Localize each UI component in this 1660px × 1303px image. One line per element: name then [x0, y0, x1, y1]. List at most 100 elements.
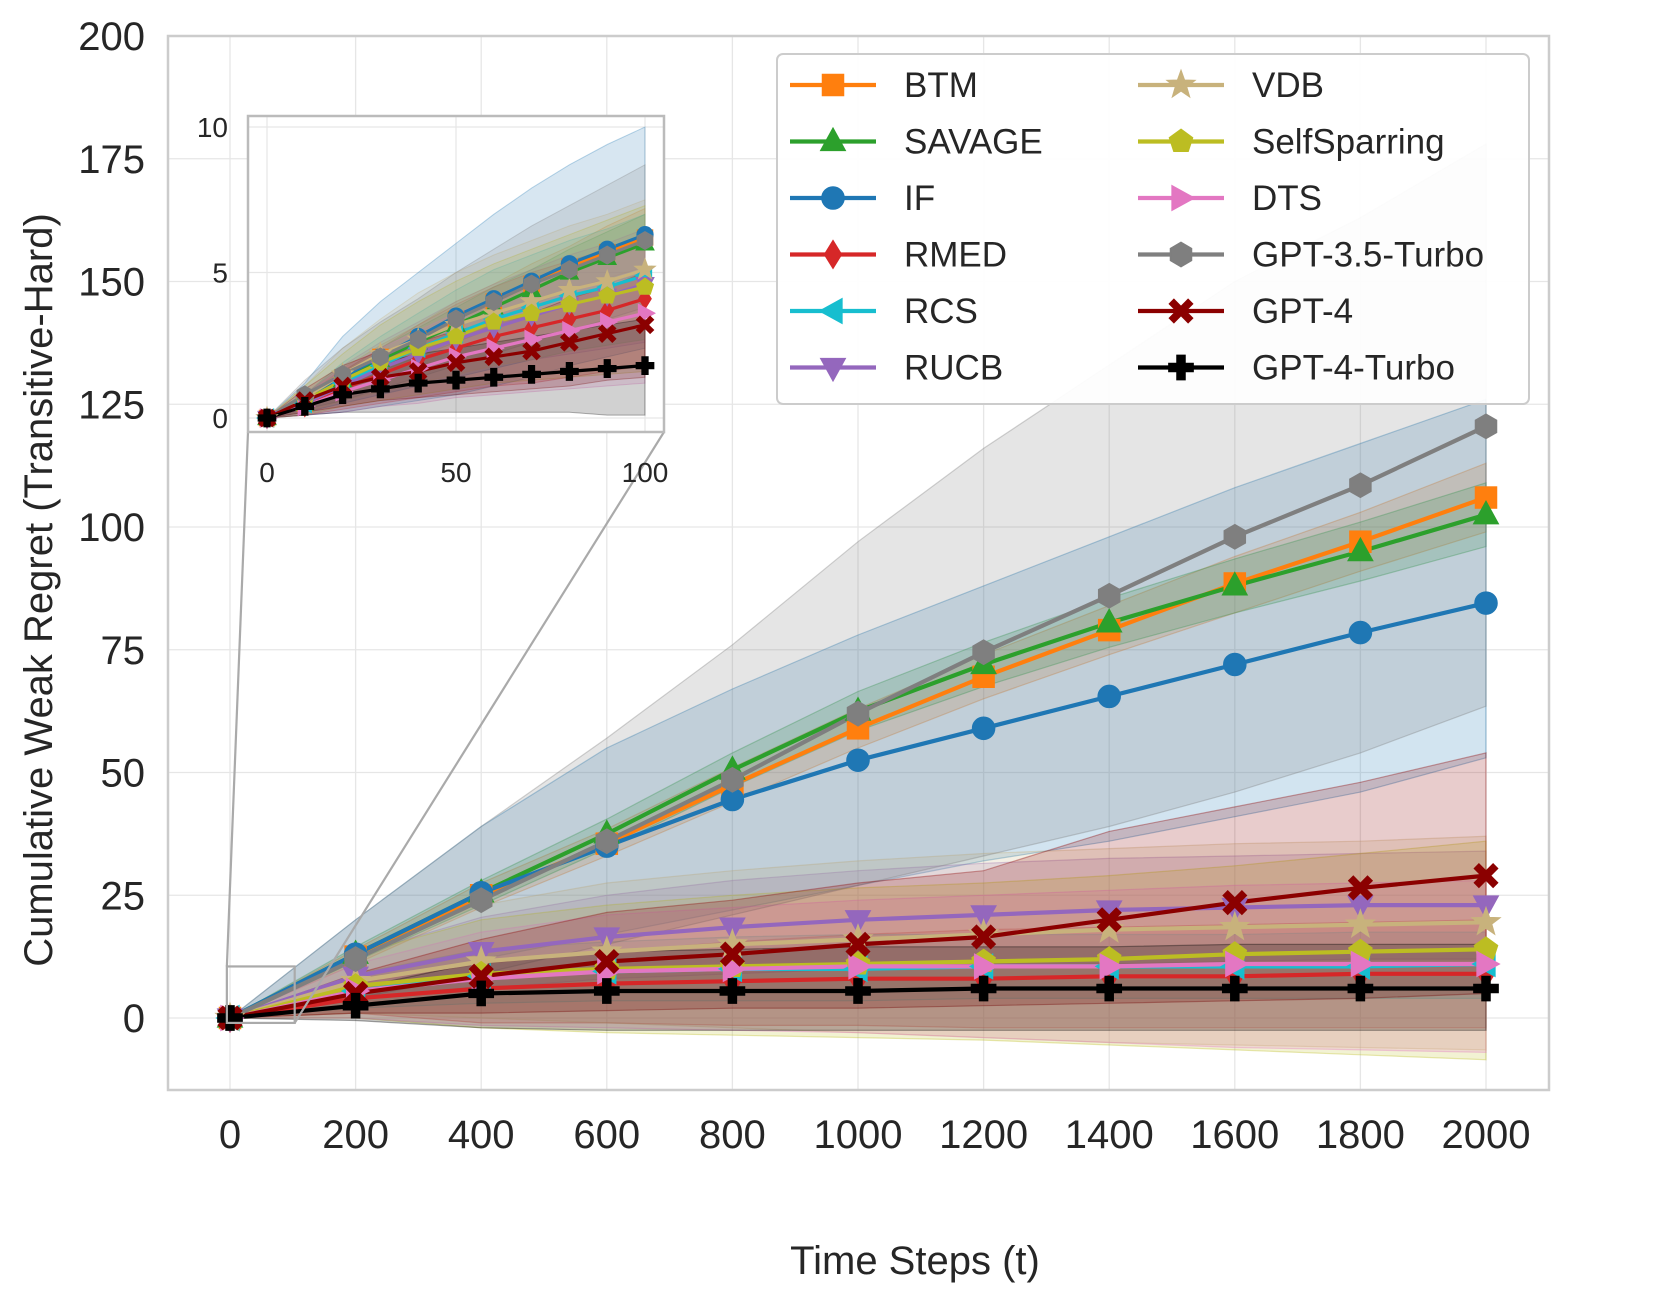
- y-tick-label-50: 50: [101, 752, 146, 796]
- marker-gpt-4-turbo-1000: [845, 978, 871, 1004]
- inset-marker-dts-80: [562, 320, 581, 341]
- x-axis-label: Time Steps (t): [790, 1239, 1040, 1283]
- inset-x-tick-label-100: 100: [622, 457, 669, 488]
- inset-marker-dts-100: [637, 303, 656, 324]
- marker-gpt-4-turbo-1800: [1347, 975, 1374, 1002]
- marker-gpt-4-1000: [845, 931, 871, 957]
- inset-marker-selfsparring-50: [446, 326, 466, 345]
- y-tick-label-0: 0: [123, 997, 145, 1041]
- inset-marker-gpt-3-5-turbo-40: [409, 329, 427, 349]
- legend-marker-selfsparring: [1168, 128, 1194, 153]
- legend-label-btm: BTM: [904, 66, 978, 105]
- inset-marker-gpt-4-80: [560, 333, 579, 352]
- legend-label-rcs: RCS: [904, 292, 978, 331]
- x-tick-label-2000: 2000: [1442, 1113, 1531, 1157]
- marker-if-2000: [1474, 591, 1498, 615]
- marker-vdb-2000: [1470, 905, 1502, 936]
- marker-dts-1600: [1225, 950, 1250, 978]
- marker-gpt-4-1800: [1347, 875, 1374, 901]
- marker-gpt-4-turbo-0: [217, 1005, 243, 1031]
- inset-x-tick-label-0: 0: [259, 457, 275, 488]
- inset-marker-gpt-3-5-turbo-80: [561, 260, 578, 280]
- marker-gpt-3-5-turbo-200: [344, 946, 367, 973]
- legend-label-gpt-4: GPT-4: [1252, 292, 1353, 331]
- marker-gpt-4-2000: [1473, 863, 1499, 889]
- legend-item-if: IF: [790, 179, 935, 218]
- inset-marker-gpt-4-turbo-30: [371, 379, 390, 399]
- marker-gpt-4-800: [719, 941, 745, 967]
- legend-marker-if: [821, 186, 845, 210]
- inset-marker-gpt-4-50: [446, 353, 466, 373]
- marker-if-1600: [1223, 652, 1247, 677]
- marker-savage-1400: [1095, 608, 1123, 633]
- inset-marker-selfsparring-60: [484, 312, 503, 330]
- inset-y-tick-label-5: 5: [212, 258, 228, 289]
- marker-rucb-1800: [1347, 895, 1374, 920]
- marker-gpt-4-1600: [1222, 890, 1248, 916]
- legend-marker-rmed: [823, 239, 843, 270]
- inset-plot: 0 50 100 0 5 10: [197, 112, 669, 488]
- inset-marker-gpt-4-90: [597, 324, 617, 343]
- marker-savage-1800: [1347, 536, 1374, 562]
- marker-gpt-3-5-turbo-400: [469, 887, 493, 914]
- inset-marker-dts-90: [600, 312, 619, 332]
- marker-gpt-3-5-turbo-1400: [1097, 582, 1121, 609]
- marker-gpt-4-turbo-1400: [1096, 975, 1123, 1002]
- inset-marker-gpt-4-100: [635, 315, 655, 335]
- y-tick-label-200: 200: [78, 15, 145, 59]
- inset-markers: [255, 226, 657, 430]
- marker-gpt-3-5-turbo-800: [721, 766, 744, 793]
- inset-marker-gpt-3-5-turbo-90: [598, 245, 616, 265]
- y-tick-label-125: 125: [78, 383, 145, 427]
- legend-label-if: IF: [904, 179, 935, 218]
- x-tick-label-1800: 1800: [1316, 1113, 1405, 1157]
- inset-marker-selfsparring-90: [598, 286, 617, 304]
- inset-marker-gpt-3-5-turbo-70: [523, 274, 540, 294]
- inset-marker-gpt-4-60: [484, 347, 504, 367]
- legend-item-vdb: VDB: [1138, 66, 1324, 105]
- marker-gpt-4-turbo-800: [719, 978, 746, 1004]
- y-tick-label-150: 150: [78, 261, 145, 305]
- marker-gpt-3-5-turbo-1200: [972, 639, 995, 666]
- x-tick-label-1600: 1600: [1190, 1113, 1279, 1157]
- marker-gpt-3-5-turbo-1600: [1223, 523, 1247, 550]
- marker-gpt-4-600: [594, 948, 620, 975]
- inset-marker-dts-70: [524, 329, 543, 350]
- inset-marker-selfsparring-80: [560, 294, 579, 313]
- marker-gpt-3-5-turbo-1800: [1349, 472, 1372, 499]
- legend-marker-vdb: [1165, 68, 1197, 99]
- legend-item-btm: BTM: [790, 66, 978, 105]
- legend-marker-dts: [1171, 184, 1196, 212]
- inset-marker-gpt-4-turbo-40: [408, 373, 428, 393]
- x-tick-label-800: 800: [699, 1113, 766, 1157]
- marker-gpt-4-turbo-600: [593, 978, 620, 1004]
- legend-marker-gpt-4: [1168, 298, 1194, 324]
- inset-marker-gpt-4-30: [371, 367, 390, 387]
- legend-box: [776, 53, 1530, 405]
- inset-marker-gpt-4-turbo-90: [597, 359, 617, 378]
- inset-y-tick-label-10: 10: [197, 112, 228, 143]
- inset-marker-gpt-4-turbo-100: [635, 356, 655, 375]
- main-frame: [166, 34, 1551, 1092]
- x-tick-label-200: 200: [322, 1113, 389, 1157]
- legend-item-gpt-4: GPT-4: [1138, 292, 1353, 331]
- legend-marker-rcs: [818, 297, 843, 325]
- marker-dts-1000: [848, 953, 873, 980]
- inset-marker-gpt-3-5-turbo-50: [447, 309, 465, 329]
- inset-marker-gpt-3-5-turbo-30: [372, 347, 389, 367]
- y-tick-label-100: 100: [78, 506, 145, 550]
- inset-marker-selfsparring-100: [635, 277, 655, 295]
- y-tick-label-175: 175: [78, 138, 145, 182]
- marker-dts-1800: [1350, 950, 1376, 978]
- marker-if-1400: [1097, 684, 1121, 709]
- marker-gpt-3-5-turbo-600: [595, 828, 619, 855]
- inset-y-tick-label-0: 0: [212, 403, 228, 434]
- y-tick-label-75: 75: [101, 629, 146, 673]
- legend-item-rucb: RUCB: [790, 349, 1003, 388]
- legend-item-rcs: RCS: [790, 292, 978, 331]
- legend-label-gpt-4-turbo: GPT-4-Turbo: [1252, 349, 1455, 388]
- y-axis-label: Cumulative Weak Regret (Transitive-Hard): [17, 213, 61, 967]
- inset-marker-gpt-4-turbo-0: [257, 408, 277, 428]
